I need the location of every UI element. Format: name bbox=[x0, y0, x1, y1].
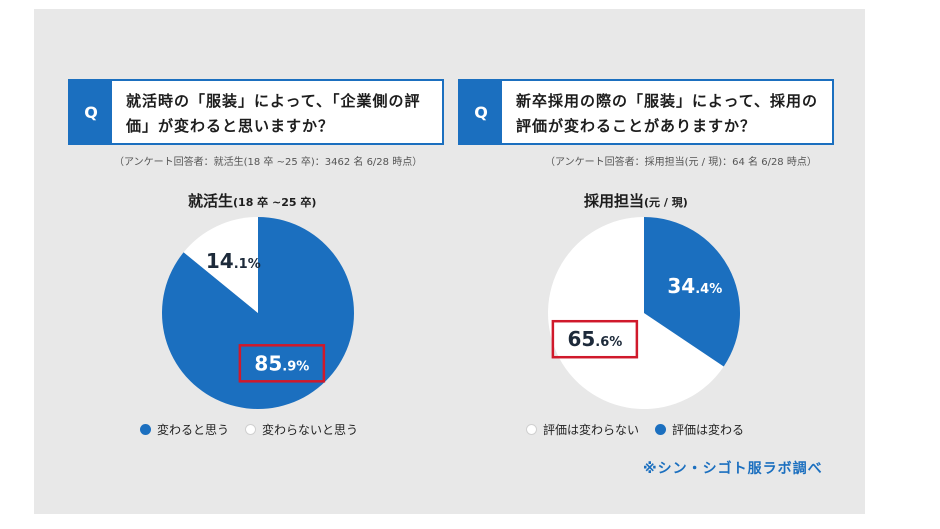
right-question-box: Q 新卒採用の際の「服装」によって、採用の 評価が変わることがありますか？ bbox=[458, 79, 834, 145]
left-pie-chart: 85.9% 14.1% bbox=[162, 217, 354, 409]
left-chart-title-sub: (18 卒 ~25 卒) bbox=[233, 196, 317, 209]
right-question-text: 新卒採用の際の「服装」によって、採用の 評価が変わることがありますか？ bbox=[516, 89, 822, 139]
left-question-box: Q 就活時の「服装」によって、「企業側の評 価」が変わると思いますか？ bbox=[68, 79, 444, 145]
pie1-label-1: 34.4% bbox=[667, 274, 722, 298]
legend0-swatch-1 bbox=[245, 424, 257, 435]
legend1-label-1: 評価は変わる bbox=[672, 423, 745, 437]
left-question-line2: 価」が変わると思いますか？ bbox=[126, 117, 335, 135]
right-chart-title-sub: (元 / 現) bbox=[644, 196, 688, 209]
legend0-swatch-0 bbox=[140, 424, 151, 435]
left-question-text: 就活時の「服装」によって、「企業側の評 価」が変わると思いますか？ bbox=[126, 89, 432, 139]
left-chart-title-main: 就活生 bbox=[188, 192, 234, 210]
source-credit: ※シン・シゴト服ラボ調べ bbox=[643, 461, 823, 477]
legend1-label-0: 評価は変わらない bbox=[543, 423, 640, 437]
pie1-slice-0 bbox=[548, 217, 724, 409]
right-question-line2: 評価が変わることがありますか？ bbox=[516, 117, 757, 135]
left-question-line1: 就活時の「服装」によって、「企業側の評 bbox=[126, 92, 421, 110]
pie0-highlight-box bbox=[238, 344, 326, 383]
pie0-slice-0 bbox=[162, 217, 354, 409]
right-respondent-note: （アンケート回答者：採用担当(元 / 現)：64 名 6/28 時点） bbox=[545, 157, 817, 168]
right-chart-title: 採用担当(元 / 現) bbox=[584, 190, 688, 211]
right-chart-title-main: 採用担当 bbox=[584, 192, 645, 210]
left-legend: 変わると思う 変わらないと思う bbox=[140, 421, 374, 438]
legend1-swatch-1 bbox=[655, 424, 667, 435]
left-question-tag: Q bbox=[70, 81, 112, 143]
pie0-label-0: 85.9% bbox=[254, 351, 309, 375]
right-legend: 評価は変わらない 評価は変わる bbox=[526, 421, 760, 438]
legend0-label-1: 変わらないと思う bbox=[262, 423, 359, 437]
right-question-line1: 新卒採用の際の「服装」によって、採用の bbox=[516, 92, 819, 110]
left-chart-title: 就活生(18 卒 ~25 卒) bbox=[188, 190, 316, 211]
legend0-label-0: 変わると思う bbox=[157, 423, 230, 437]
legend1-item-1: 評価は変わる bbox=[655, 421, 744, 438]
left-respondent-note: （アンケート回答者：就活生(18 卒 ~25 卒)：3462 名 6/28 時点… bbox=[114, 157, 423, 168]
right-question-tag: Q bbox=[460, 81, 502, 143]
legend1-swatch-0 bbox=[526, 424, 537, 435]
right-pie-chart: 65.6% 34.4% bbox=[548, 217, 740, 409]
legend1-item-0: 評価は変わらない bbox=[526, 421, 639, 438]
legend0-item-0: 変わると思う bbox=[140, 421, 229, 438]
pie1-highlight-box bbox=[551, 319, 639, 359]
pie1-slice-1 bbox=[644, 217, 740, 367]
pie0-label-1: 14.1% bbox=[206, 249, 261, 273]
pie0-slice-1 bbox=[183, 217, 258, 313]
legend0-item-1: 変わらないと思う bbox=[245, 421, 358, 438]
pie1-label-0: 65.6% bbox=[567, 327, 622, 351]
